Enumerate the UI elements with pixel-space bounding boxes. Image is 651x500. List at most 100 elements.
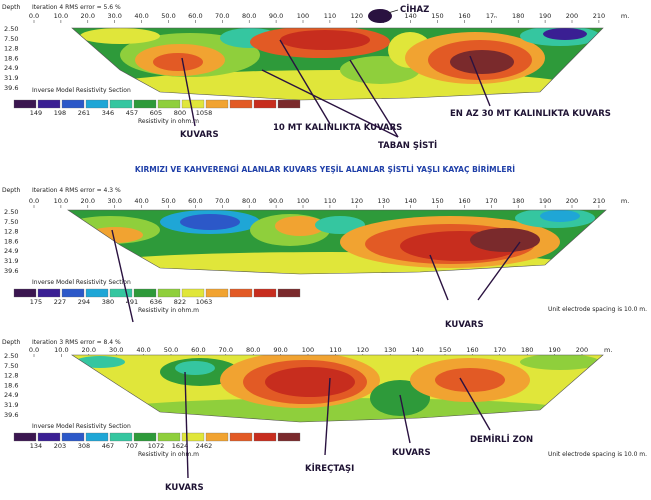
x-tick-label: 130 (377, 197, 389, 205)
x-tick-label: 10.0 (54, 12, 68, 20)
scale-swatch (61, 288, 85, 298)
scale-value-label: 308 (78, 442, 90, 450)
x-tick-label: 17ₙ (486, 12, 497, 20)
x-tick-label: 20.0 (81, 12, 95, 20)
x-tick-label: 20.0 (81, 197, 95, 205)
x-tick-label: 50.0 (161, 197, 175, 205)
depth-tick-label: 31.9 (4, 74, 18, 82)
scale-value-label: 822 (174, 298, 186, 306)
x-tick-label: 200 (566, 12, 578, 20)
depth-tick-label: 2.50 (4, 352, 18, 360)
scale-value-label: 800 (174, 109, 186, 117)
scale-swatch (13, 432, 37, 442)
panel-3-section (72, 355, 603, 422)
depth-tick-label: 2.50 (4, 208, 18, 216)
scale-swatch (157, 288, 181, 298)
x-tick-label: 90.0 (273, 346, 287, 354)
scale-value-label: 457 (126, 109, 138, 117)
x-tick-label: 130 (384, 346, 396, 354)
depth-tick-label: 7.50 (4, 362, 18, 370)
x-tick-label: 60.0 (188, 197, 202, 205)
panel-3-color-scale: 134 203 308 467 707 1072 1624 2462 (13, 432, 301, 450)
x-tick-label: 40.0 (136, 346, 150, 354)
scale-swatch (277, 288, 301, 298)
scale-swatch (109, 288, 133, 298)
panel-3-section-title: Inverse Model Resistivity Section (32, 423, 131, 430)
x-tick-label: 120 (351, 197, 363, 205)
x-tick-label: 150 (439, 346, 451, 354)
x-tick-label: 30.0 (107, 12, 121, 20)
x-tick-label: 190 (539, 197, 551, 205)
x-tick-label: 180 (512, 197, 524, 205)
caption: KIRMIZI VE KAHVERENGİ ALANLAR KUVARS YEŞ… (135, 165, 515, 174)
scale-swatch (13, 99, 37, 109)
x-tick-label: 10.0 (54, 197, 68, 205)
x-tick-label: 70.0 (215, 12, 229, 20)
x-tick-label: 50.0 (161, 12, 175, 20)
x-unit-label: m. (604, 346, 612, 354)
depth-tick-label: 12.8 (4, 228, 18, 236)
depth-tick-label: 7.50 (4, 218, 18, 226)
x-tick-label: 180 (512, 12, 524, 20)
panel-1: Depth Iteration 4 RMS error = 5.6 % 0.0 1… (2, 4, 629, 125)
x-tick-label: 60.0 (191, 346, 205, 354)
x-tick-label: 170 (485, 197, 497, 205)
label-taban: TABAN ŞİSTİ (378, 140, 437, 151)
scale-swatch (109, 99, 133, 109)
depth-tick-label: 2.50 (4, 25, 18, 33)
x-tick-label: 160 (458, 12, 470, 20)
label-kuvars-3: KUVARS (165, 483, 204, 493)
x-tick-label: 80.0 (242, 197, 256, 205)
x-tick-label: 0.0 (29, 197, 39, 205)
scale-value-label: 175 (30, 298, 42, 306)
label-kuvars-2: KUVARS (445, 320, 484, 330)
label-kuvars-4: KUVARS (392, 448, 431, 458)
panel-1-x-axis: 0.0 10.0 20.0 30.0 40.0 50.0 60.0 70.0 80.0 90.0 1… (29, 12, 629, 23)
panel-3-iteration: Iteration 3 RMS error = 8.4 % (32, 339, 121, 346)
label-10mt: 10 MT KALINLIKTA KUVARS (273, 123, 402, 133)
depth-tick-label: 12.8 (4, 45, 18, 53)
scale-swatch (85, 288, 109, 298)
scale-value-label: 261 (78, 109, 90, 117)
x-tick-label: 40.0 (134, 12, 148, 20)
x-tick-label: 200 (576, 346, 588, 354)
scale-swatch (13, 288, 37, 298)
x-tick-label: 180 (521, 346, 533, 354)
scale-swatch (229, 288, 253, 298)
x-tick-label: 60.0 (188, 12, 202, 20)
x-tick-label: 10.0 (54, 346, 68, 354)
depth-tick-label: 39.6 (4, 267, 18, 275)
panel-1-iteration: Iteration 4 RMS error = 5.6 % (32, 4, 121, 11)
x-tick-label: 0.0 (29, 12, 39, 20)
scale-value-label: 380 (102, 298, 114, 306)
scale-swatch (133, 288, 157, 298)
scale-swatch (37, 288, 61, 298)
scale-value-label: 1058 (196, 109, 213, 117)
x-tick-label: 150 (431, 197, 443, 205)
x-tick-label: 80.0 (246, 346, 260, 354)
scale-value-label: 707 (126, 442, 138, 450)
depth-tick-label: 24.9 (4, 391, 18, 399)
scale-value-label: 491 (126, 298, 138, 306)
panel-2-depth-axis: 2.50 7.50 12.818.6 24.9 31.9 39.6 (4, 208, 18, 275)
scale-value-label: 227 (54, 298, 66, 306)
x-tick-label: 140 (404, 12, 416, 20)
x-tick-label: 120 (357, 346, 369, 354)
x-tick-label: 210 (593, 12, 605, 20)
depth-tick-label: 12.8 (4, 372, 18, 380)
scale-swatch (181, 432, 205, 442)
scale-swatch (205, 432, 229, 442)
x-tick-label: 50.0 (164, 346, 178, 354)
x-unit-label: m. (621, 197, 629, 205)
scale-swatch (61, 99, 85, 109)
panel-1-annotations: CİHAZ KUVARS 10 MT KALINLIKTA KUVARS TAB… (180, 4, 611, 151)
panel-1-scale-unit: Resistivity in ohm.m (138, 118, 199, 125)
panel-2-depth-label: Depth (2, 187, 20, 194)
panel-3-annotations: KUVARS KİREÇTAŞI KUVARS DEMİRLİ ZON (165, 371, 533, 493)
scale-value-label: 203 (54, 442, 66, 450)
scale-swatch (253, 432, 277, 442)
scale-swatch (277, 432, 301, 442)
x-tick-label: 210 (593, 197, 605, 205)
x-tick-label: 100 (302, 346, 314, 354)
